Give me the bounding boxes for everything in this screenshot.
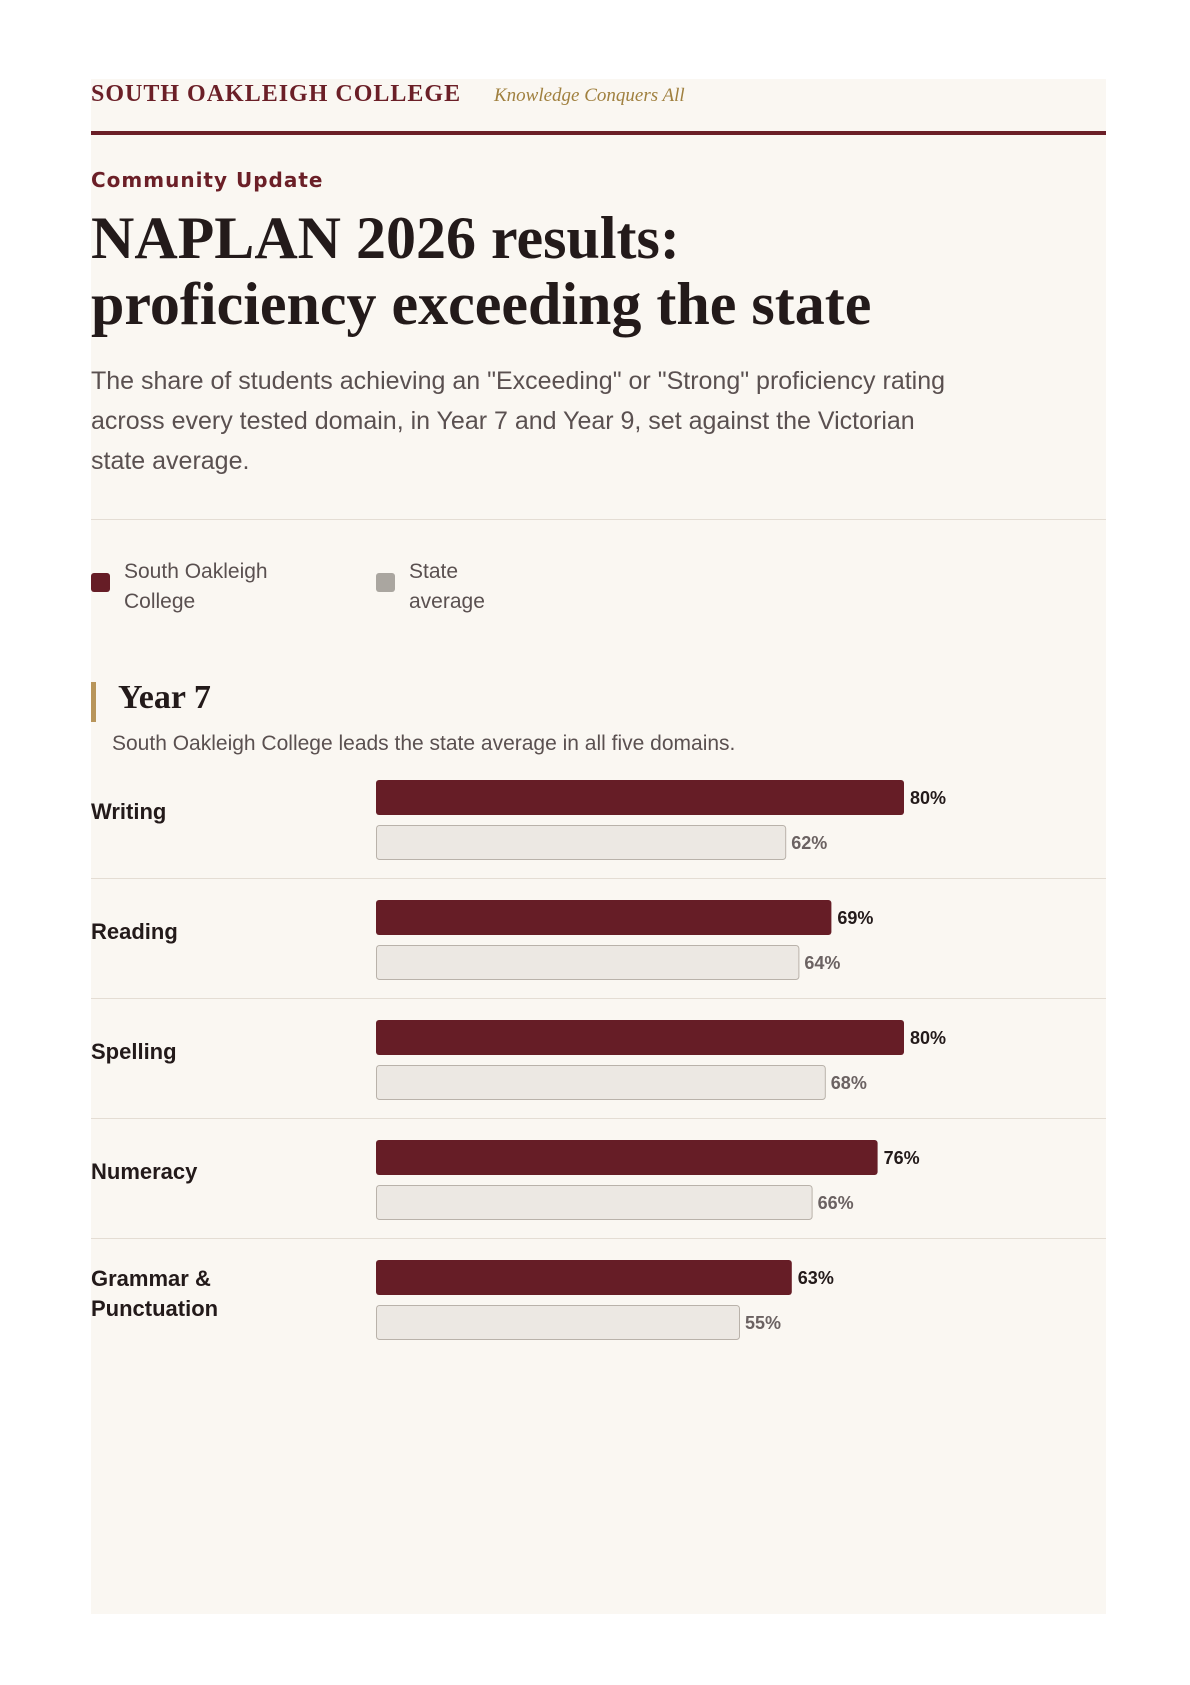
value-label-school-spelling: 80%	[910, 1028, 946, 1048]
bar-state-spelling	[376, 1065, 826, 1100]
lede: The share of students achieving an "Exce…	[91, 367, 946, 475]
row-divider-reading	[91, 998, 1106, 999]
bar-school-writing	[376, 780, 904, 815]
masthead: SOUTH OAKLEIGH COLLEGE Knowledge Conquer…	[91, 79, 1106, 135]
legend-label-school-line-2: College	[124, 590, 196, 613]
masthead-rule	[91, 131, 1106, 135]
value-label-school-writing: 80%	[910, 788, 946, 808]
school-name: SOUTH OAKLEIGH COLLEGE	[91, 81, 462, 107]
bar-state-numeracy	[376, 1185, 813, 1220]
value-label-school-numeracy: 76%	[884, 1148, 920, 1168]
value-label-state-reading: 64%	[804, 953, 840, 973]
category-label-grammar-punctuation: Grammar & Punctuation	[91, 1266, 218, 1321]
value-label-school-reading: 69%	[837, 908, 873, 928]
kicker: Community Update	[91, 168, 324, 192]
section-note: South Oakleigh College leads the state a…	[112, 732, 736, 755]
row-divider-numeracy	[91, 1238, 1106, 1239]
newsletter-page: SOUTH OAKLEIGH COLLEGE Knowledge Conquer…	[91, 79, 1106, 1614]
value-label-state-grammar-punctuation: 55%	[745, 1313, 781, 1333]
row-divider-writing	[91, 878, 1106, 879]
school-motto: Knowledge Conquers All	[494, 85, 685, 106]
bar-school-grammar-punctuation	[376, 1260, 792, 1295]
value-label-school-grammar-punctuation: 63%	[798, 1268, 834, 1288]
chart-legend: South Oakleigh College State average	[91, 557, 1106, 627]
headline: NAPLAN 2026 results: proficiency exceedi…	[91, 205, 1071, 337]
divider	[91, 519, 1106, 520]
category-label-reading: Reading	[91, 919, 178, 944]
legend-swatch-school	[91, 573, 110, 592]
category-label-writing: Writing	[91, 799, 166, 824]
legend-label-school: South Oakleigh College	[124, 557, 304, 617]
bar-state-writing	[376, 825, 787, 860]
category-label-numeracy: Numeracy	[91, 1159, 198, 1184]
category-label-spelling: Spelling	[91, 1039, 177, 1064]
legend-label-state-line-1: State	[409, 560, 459, 583]
legend-swatch-state	[376, 573, 395, 592]
headline-line-2: proficiency exceeding the state	[91, 271, 872, 337]
bar-school-numeracy	[376, 1140, 878, 1175]
chart-svg: Writing 80% 62% Reading 69% 64% Spelling 80% 68%…	[91, 780, 1106, 1340]
legend-label-state-line-2: average	[409, 590, 485, 613]
value-label-state-writing: 62%	[791, 833, 827, 853]
bar-school-spelling	[376, 1020, 904, 1055]
bar-school-reading	[376, 900, 832, 935]
legend-label-school-line-1: South Oakleigh	[124, 560, 268, 583]
legend-label-state: State average	[409, 557, 589, 617]
bar-state-reading	[376, 945, 800, 980]
headline-line-1: NAPLAN 2026 results:	[91, 205, 680, 271]
value-label-state-numeracy: 66%	[818, 1193, 854, 1213]
row-divider-spelling	[91, 1118, 1106, 1119]
proficiency-bar-chart: Writing 80% 62% Reading 69% 64% Spelling 80% 68%…	[91, 769, 1106, 1389]
bar-state-grammar-punctuation	[376, 1305, 740, 1340]
section-title: Year 7	[118, 679, 211, 716]
value-label-state-spelling: 68%	[831, 1073, 867, 1093]
section-accent-bar	[91, 682, 96, 722]
